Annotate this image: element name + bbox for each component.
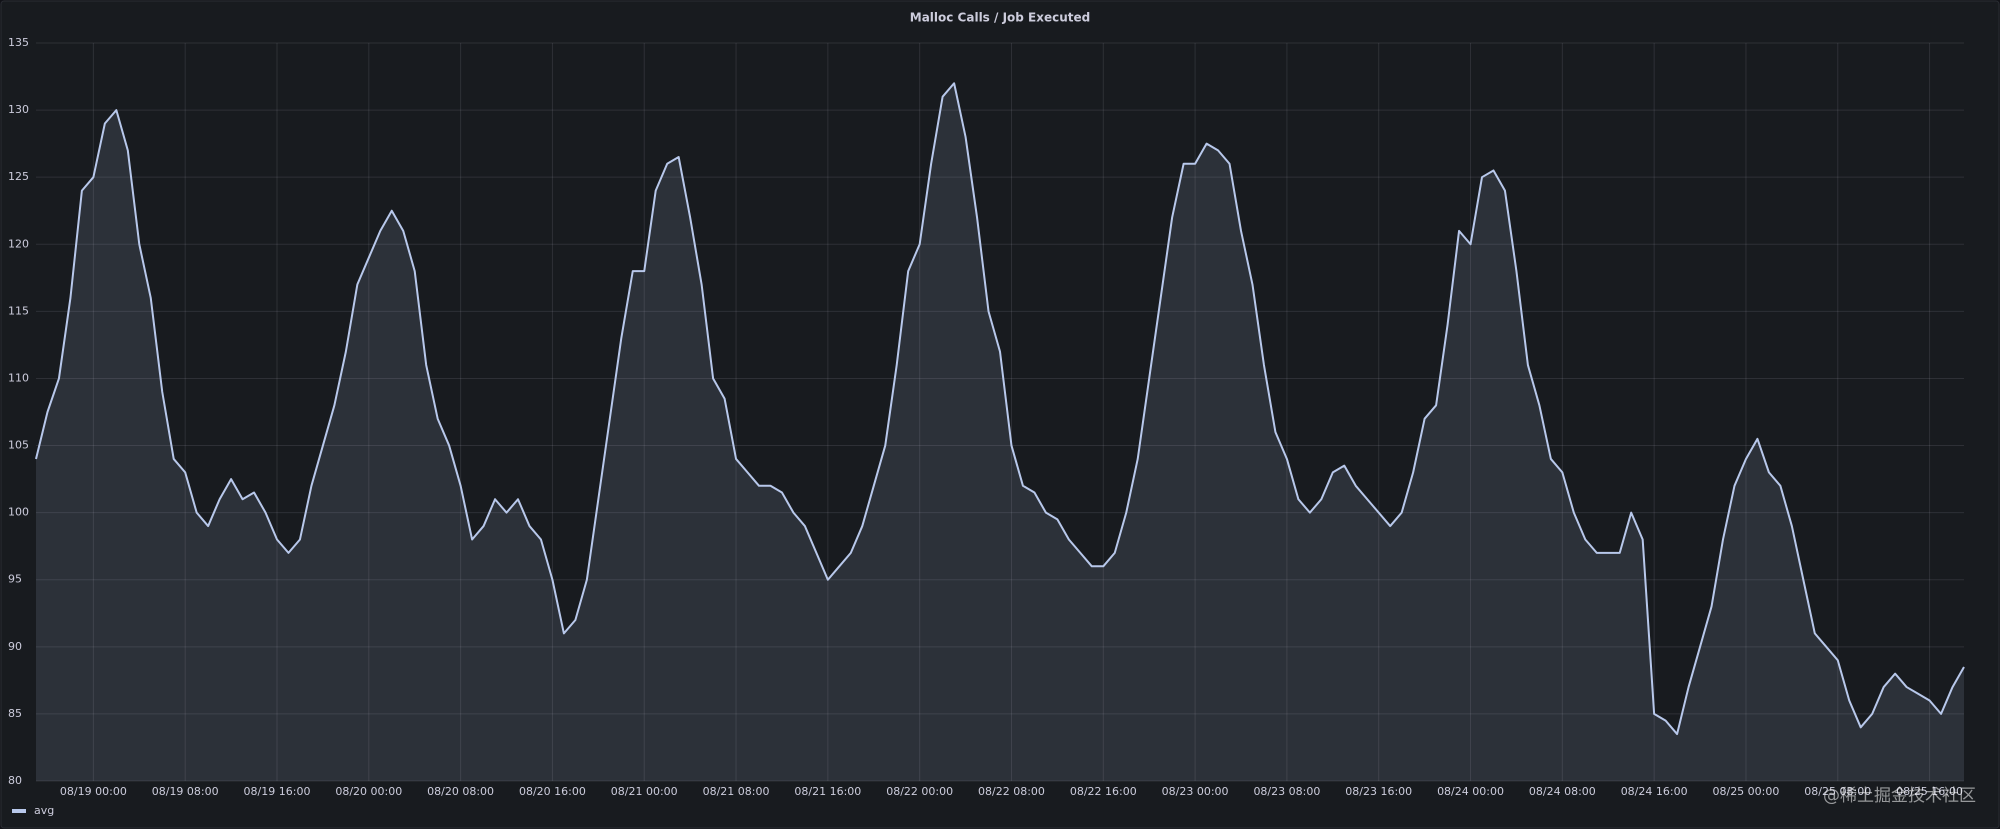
x-tick-label: 08/19 00:00 bbox=[60, 785, 127, 798]
x-tick-label: 08/22 16:00 bbox=[1070, 785, 1137, 798]
x-tick-label: 08/21 16:00 bbox=[794, 785, 861, 798]
x-tick-label: 08/21 08:00 bbox=[703, 785, 770, 798]
x-tick-label: 08/19 16:00 bbox=[244, 785, 311, 798]
area-fill bbox=[36, 83, 1964, 781]
y-tick-label: 100 bbox=[8, 506, 29, 519]
y-tick-label: 135 bbox=[8, 36, 29, 49]
x-tick-label: 08/23 08:00 bbox=[1253, 785, 1320, 798]
x-tick-label: 08/23 16:00 bbox=[1345, 785, 1412, 798]
x-tick-label: 08/24 08:00 bbox=[1529, 785, 1596, 798]
x-tick-label: 08/19 08:00 bbox=[152, 785, 219, 798]
y-tick-label: 115 bbox=[8, 304, 29, 317]
y-tick-label: 130 bbox=[8, 103, 29, 116]
x-tick-label: 08/25 08:00 bbox=[1804, 785, 1871, 798]
x-tick-label: 08/22 08:00 bbox=[978, 785, 1045, 798]
x-tick-label: 08/25 00:00 bbox=[1712, 785, 1779, 798]
x-tick-label: 08/20 08:00 bbox=[427, 785, 494, 798]
x-tick-label: 08/25 16:00 bbox=[1896, 785, 1963, 798]
y-tick-label: 125 bbox=[8, 170, 29, 183]
x-tick-label: 08/20 00:00 bbox=[335, 785, 402, 798]
x-tick-label: 08/22 00:00 bbox=[886, 785, 953, 798]
legend-label: avg bbox=[34, 804, 54, 817]
x-tick-label: 08/24 00:00 bbox=[1437, 785, 1504, 798]
y-tick-label: 120 bbox=[8, 237, 29, 250]
x-tick-label: 08/24 16:00 bbox=[1621, 785, 1688, 798]
line bbox=[35, 82, 1965, 736]
y-tick-label: 105 bbox=[8, 439, 29, 452]
y-tick-label: 85 bbox=[8, 707, 22, 720]
y-tick-label: 110 bbox=[8, 371, 29, 384]
y-tick-label: 80 bbox=[8, 774, 22, 787]
y-tick-label: 90 bbox=[8, 640, 22, 653]
chart-title: Malloc Calls / Job Executed bbox=[910, 11, 1091, 25]
y-tick-label: 95 bbox=[8, 573, 22, 586]
watermark: @稀土掘金技术社区 bbox=[1823, 786, 1976, 806]
x-tick-label: 08/23 00:00 bbox=[1162, 785, 1229, 798]
x-tick-label: 08/20 16:00 bbox=[519, 785, 586, 798]
x-tick-label: 08/21 00:00 bbox=[611, 785, 678, 798]
